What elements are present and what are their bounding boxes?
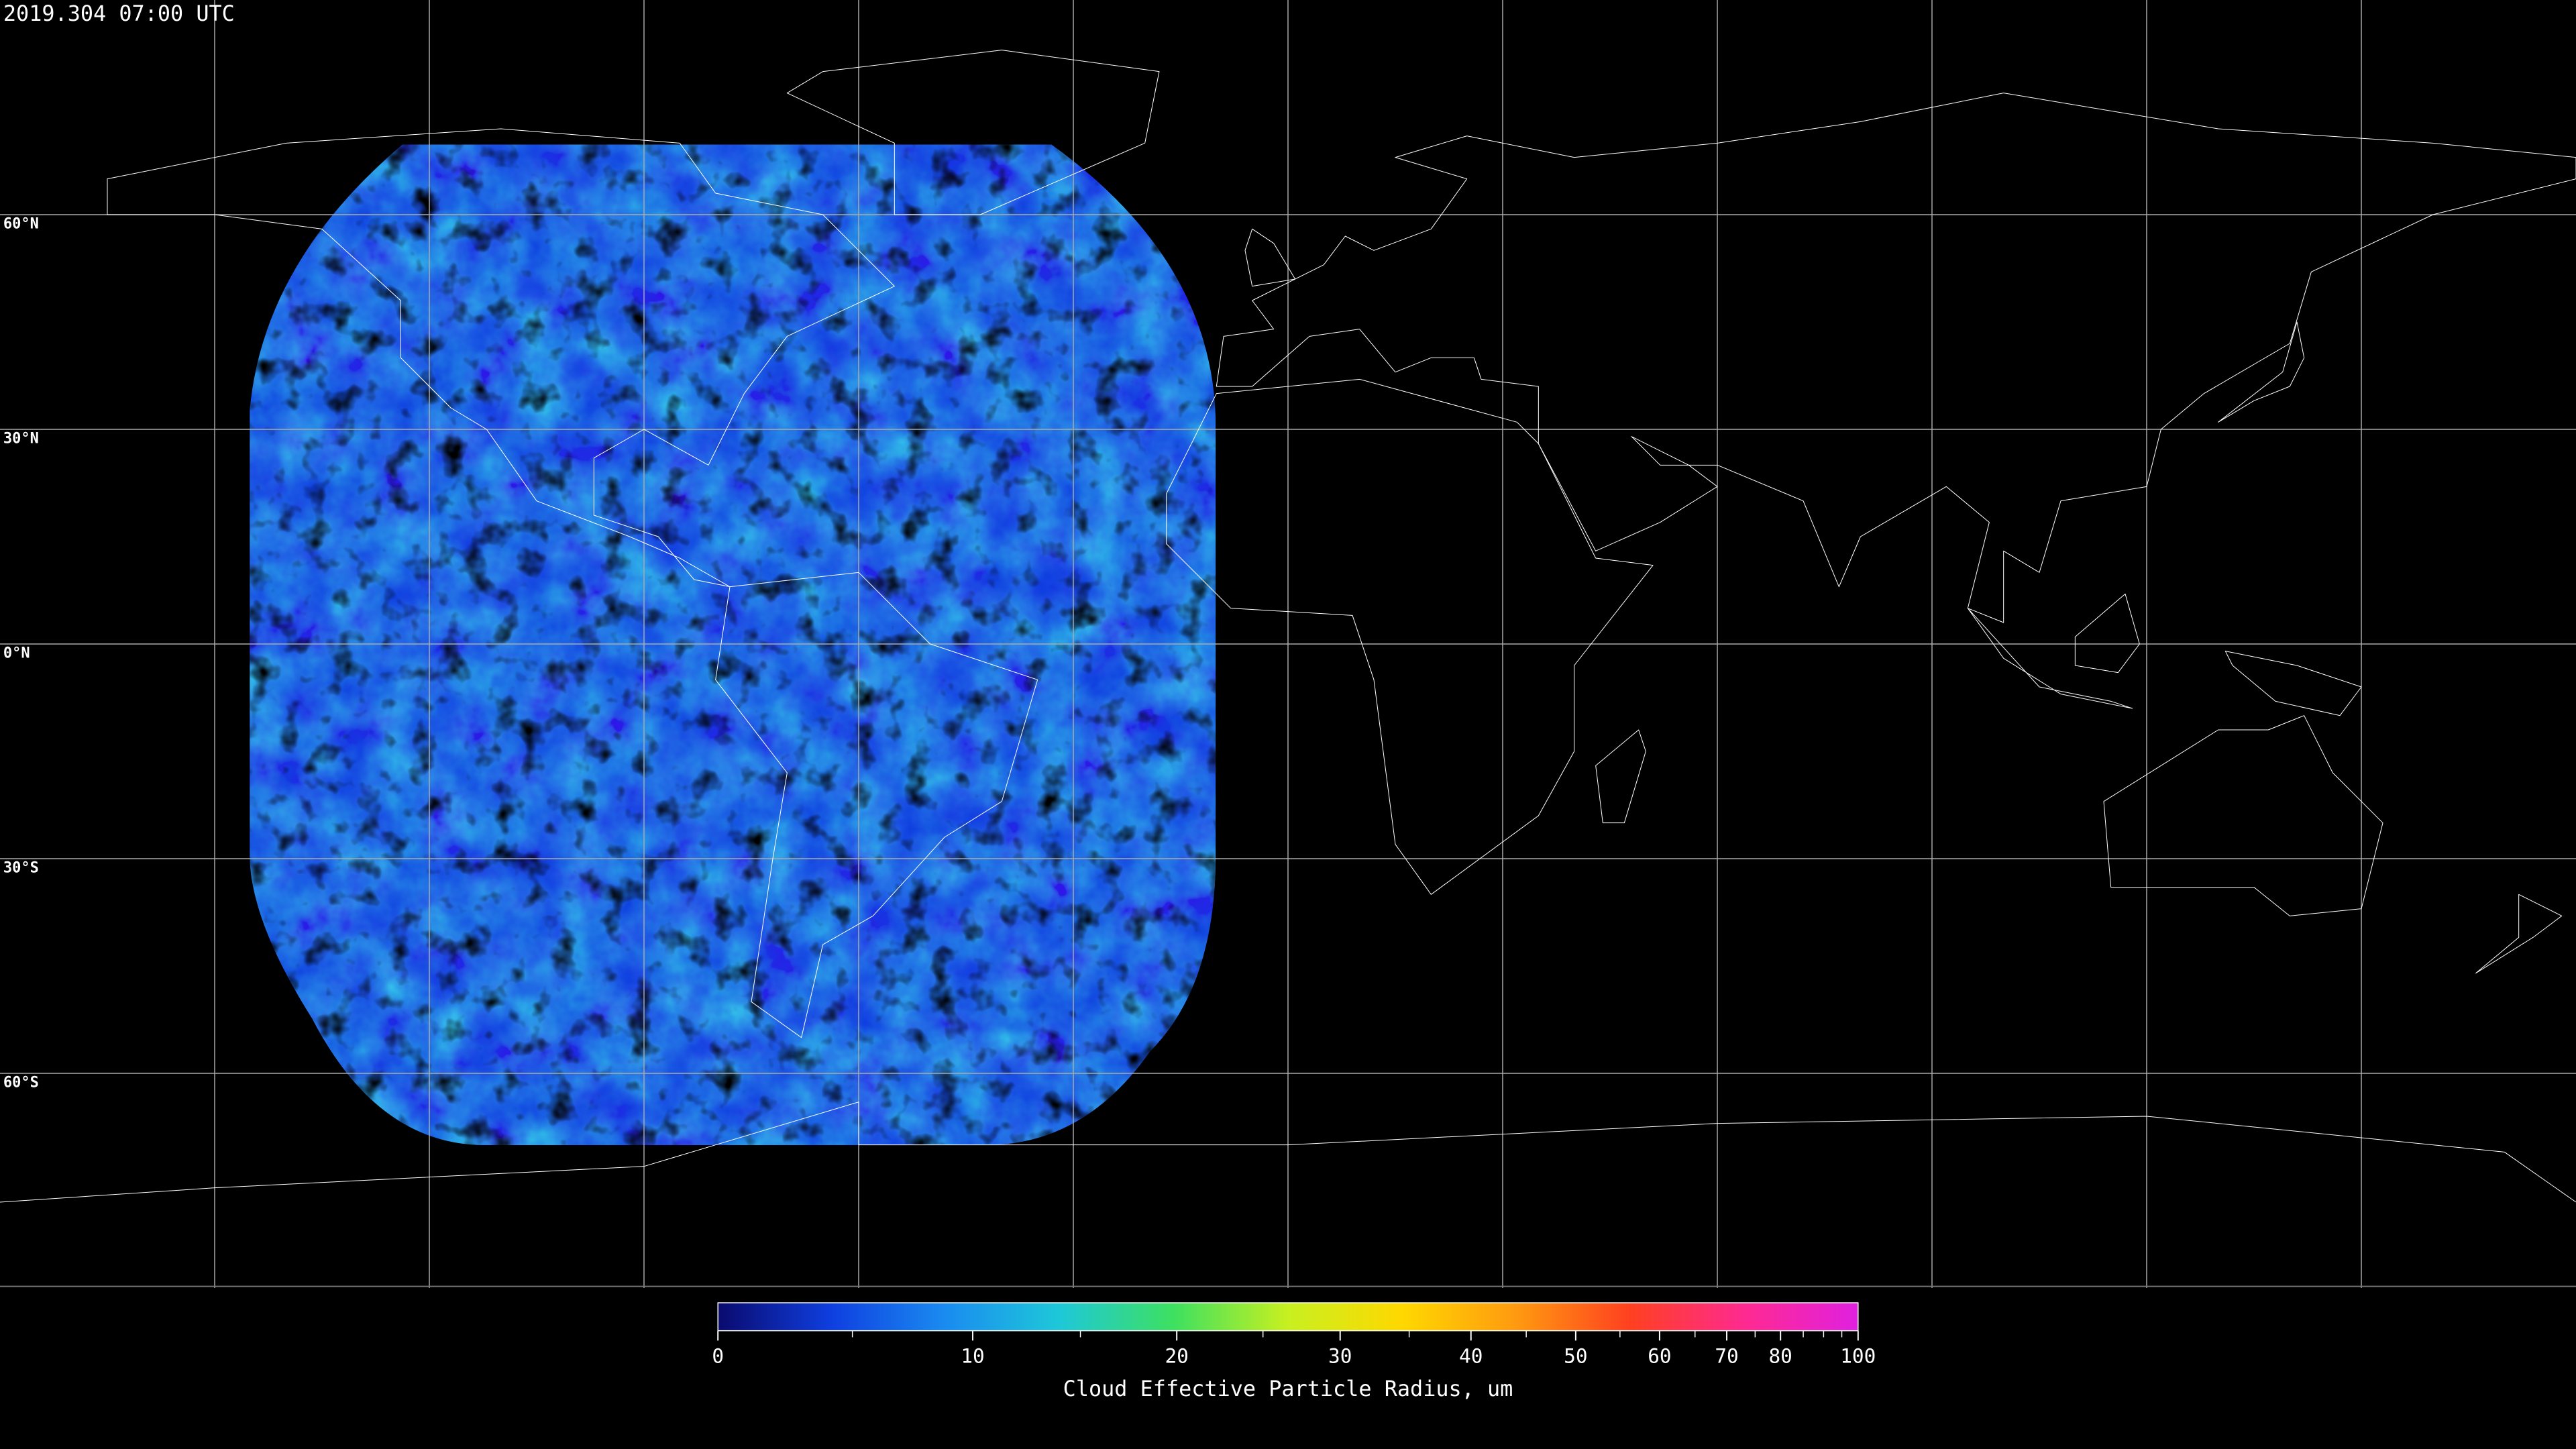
colorbar-tick-label: 20 xyxy=(1165,1344,1188,1367)
colorbar-tick-label: 80 xyxy=(1769,1344,1792,1367)
colorbar-tick-label: 30 xyxy=(1328,1344,1352,1367)
colorbar-tick-label: 0 xyxy=(712,1344,724,1367)
colorbar-scale xyxy=(717,1302,1859,1332)
timestamp: 2019.304 07:00 UTC xyxy=(3,1,235,26)
graticule: 60°N 30°N 0°N 30°S 60°S xyxy=(0,0,2576,1288)
colorbar-tick-label: 60 xyxy=(1648,1344,1671,1367)
coastlines xyxy=(0,50,2576,1202)
latitude-label: 60°S xyxy=(3,1075,39,1091)
satellite-image xyxy=(250,144,1216,1145)
colorbar-tick-label: 50 xyxy=(1564,1344,1587,1367)
latitude-label: 30°N xyxy=(3,431,39,447)
latitude-label: 60°N xyxy=(3,216,39,233)
latitude-label: 0°N xyxy=(3,645,30,662)
colorbar-tick-label: 70 xyxy=(1715,1344,1738,1367)
colorbar-tick-label: 10 xyxy=(961,1344,984,1367)
latitude-label: 30°S xyxy=(3,860,39,877)
colorbar-tick-label: 40 xyxy=(1459,1344,1483,1367)
colorbar-tick-label: 100 xyxy=(1840,1344,1876,1367)
colorbar: 0 10 20 30 40 50 60 70 80 100 xyxy=(712,1302,1876,1367)
colorbar-label: Cloud Effective Particle Radius, um xyxy=(1063,1376,1513,1401)
